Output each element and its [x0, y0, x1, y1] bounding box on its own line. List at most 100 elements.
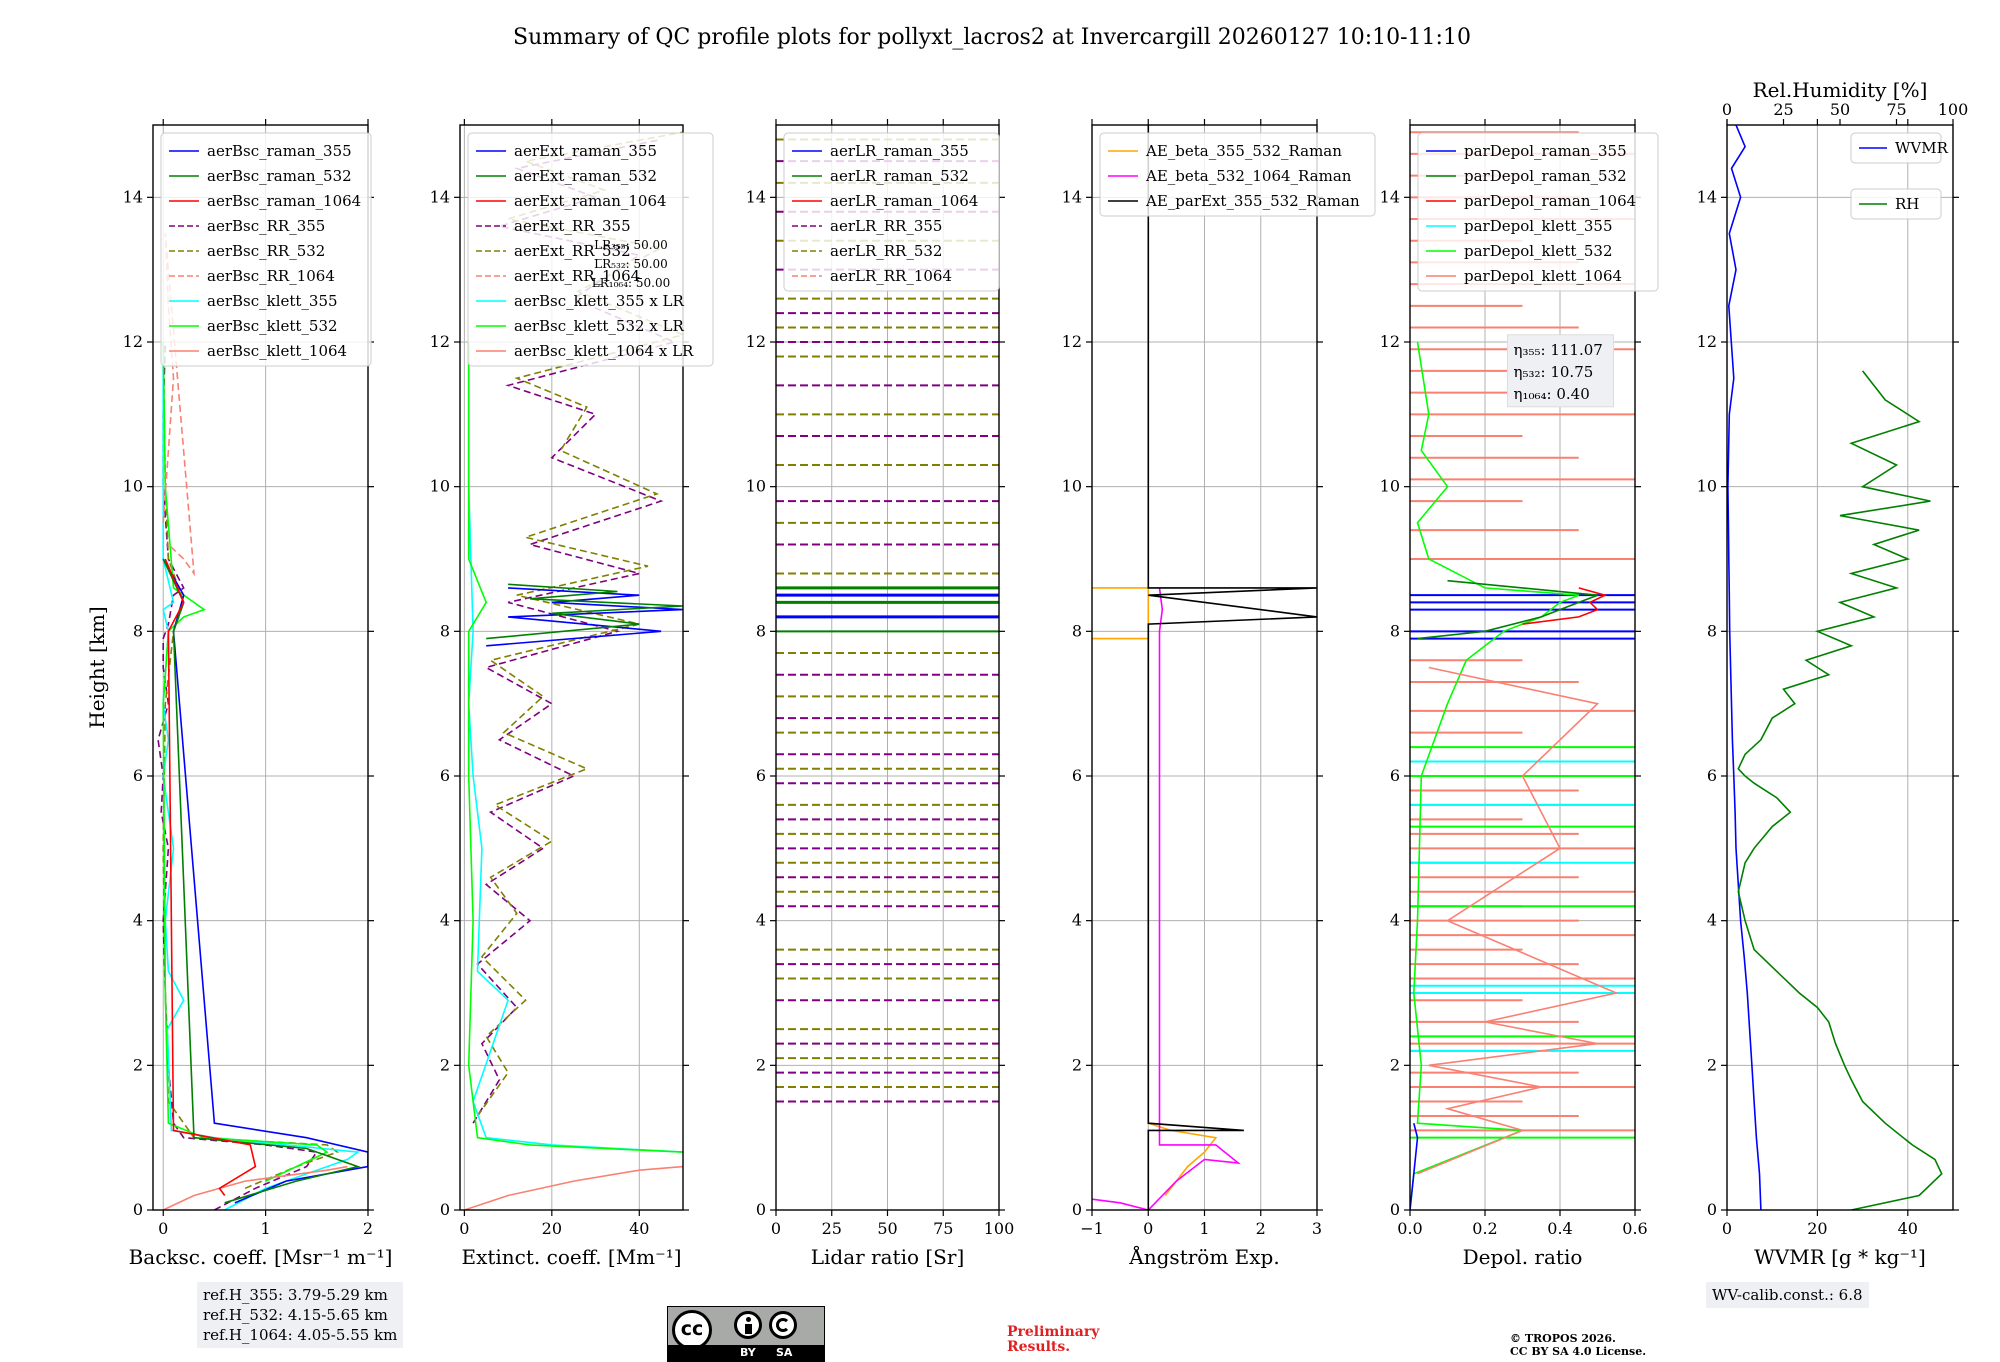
panel-depol: 0.0 0.2 0.4 0.6 0 2 4 6 8 10 12 14 Depol. ratio parDe… — [1380, 119, 1659, 1269]
legend-label: aerExt_raman_355 — [514, 142, 657, 160]
x-tick-label: 0 — [771, 1219, 781, 1238]
y-tick-label: 12 — [1062, 332, 1082, 351]
x-axis-label: Extinct. coeff. [Mm⁻¹] — [461, 1245, 681, 1269]
series-parDepol_klett_1064 — [1417, 666, 1619, 1175]
legend: aerExt_raman_355 aerExt_raman_532 aerExt_r… — [467, 132, 714, 367]
y-tick-label: 6 — [756, 766, 766, 785]
x-tick-label: 1 — [1199, 1219, 1209, 1238]
legend-label: RH — [1895, 195, 1919, 213]
legend-label: aerExt_RR_355 — [514, 217, 631, 235]
x-tick-label: 75 — [933, 1219, 953, 1238]
plot-area — [1410, 131, 1635, 1210]
legend-label: aerBsc_raman_532 — [207, 167, 352, 185]
y-tick-label: 10 — [1380, 477, 1400, 496]
x2-tick-label: 50 — [1830, 100, 1850, 119]
preliminary-line-2: Results. — [1007, 1339, 1071, 1355]
plot-area — [1092, 125, 1317, 1210]
y-tick-label: 0 — [440, 1200, 450, 1219]
axes-frame — [459, 124, 684, 1211]
y-tick-label: 8 — [1072, 621, 1082, 640]
legend-label: aerBsc_raman_1064 — [207, 192, 361, 210]
legend-frame — [1850, 188, 1942, 220]
y-tick-label: 6 — [1072, 766, 1082, 785]
y-tick-label: 0 — [133, 1200, 143, 1219]
series-aerBsc_klett_532 — [162, 341, 329, 1182]
eta-note-box: η₃₅₅: 111.07 η₅₃₂: 10.75 η₁₀₆₄: 0.40 — [1507, 334, 1614, 408]
legend-label: aerBsc_RR_1064 — [207, 267, 335, 285]
axes-frame — [1091, 124, 1318, 1211]
figure-title: Summary of QC profile plots for pollyxt_… — [513, 25, 1471, 50]
copyright-line-1: © TROPOS 2026. — [1510, 1332, 1616, 1345]
y-tick-label: 2 — [1072, 1055, 1082, 1074]
cc-license-badge: cc BY SA — [667, 1306, 825, 1362]
cc-by-label: BY — [740, 1346, 756, 1359]
x-tick-label: 0.0 — [1397, 1219, 1422, 1238]
wv-calib-box: WV-calib.const.: 6.8 — [1706, 1282, 1869, 1308]
legend-label: aerLR_raman_1064 — [830, 192, 978, 210]
plot-area — [1727, 125, 1943, 1210]
y-tick-label: 12 — [746, 332, 766, 351]
x-tick-label: 2 — [363, 1219, 373, 1238]
x-tick-label: 0 — [459, 1219, 469, 1238]
ref-height-355: ref.H_355: 3.79-5.29 km — [203, 1286, 388, 1304]
y-tick-label: 4 — [1072, 911, 1082, 930]
y-tick-label: 4 — [440, 911, 450, 930]
y-tick-label: 10 — [1062, 477, 1082, 496]
cc-icon: cc — [672, 1310, 712, 1350]
eta-note-frame — [1507, 334, 1614, 408]
series-RH — [1737, 370, 1943, 1210]
y-tick-label: 8 — [756, 621, 766, 640]
legend-label: aerBsc_klett_532 — [207, 317, 338, 335]
x-tick-label: 3 — [1312, 1219, 1322, 1238]
series-parDepol_raman_355 — [1410, 1123, 1419, 1210]
copyright-line-2: CC BY SA 4.0 License. — [1510, 1345, 1647, 1358]
copyright-note: © TROPOS 2026. CC BY SA 4.0 License. — [1510, 1332, 1646, 1358]
series-aerExt_raman_532 — [486, 583, 683, 640]
y-tick-label: 12 — [1380, 332, 1400, 351]
legend-label: aerLR_RR_532 — [830, 242, 942, 260]
y-tick-label: 14 — [1380, 187, 1400, 206]
ref-height-1064: ref.H_1064: 4.05-5.55 km — [203, 1326, 398, 1344]
y-tick-label: 6 — [440, 766, 450, 785]
y-tick-label: 10 — [123, 477, 143, 496]
legend: AE_beta_355_532_Raman AE_beta_532_1064_Ra… — [1099, 132, 1376, 217]
x-tick-label: −1 — [1080, 1219, 1104, 1238]
eta-note-2: η₁₀₆₄: 0.40 — [1514, 385, 1590, 403]
x-tick-label: 40 — [629, 1219, 649, 1238]
y-tick-label: 0 — [1707, 1200, 1717, 1219]
series-AE_beta_355_532_Raman — [1092, 587, 1218, 1196]
preliminary-note: Preliminary Results. — [1007, 1325, 1099, 1355]
legend-label: aerLR_raman_532 — [830, 167, 969, 185]
cc-badge-strip — [668, 1345, 824, 1361]
series-AE_beta_532_1064_Raman — [1092, 587, 1241, 1210]
legend: parDepol_raman_355 parDepol_raman_532 parD… — [1417, 132, 1659, 292]
x-tick-label: 25 — [822, 1219, 842, 1238]
legend-label: aerBsc_klett_355 x LR — [514, 292, 685, 310]
y-tick-label: 6 — [1707, 766, 1717, 785]
legend-label: WVMR — [1895, 139, 1949, 157]
legend-label: aerBsc_klett_355 — [207, 292, 338, 310]
y-tick-label: 0 — [1390, 1200, 1400, 1219]
y-tick-label: 6 — [133, 766, 143, 785]
x2-tick-label: 100 — [1938, 100, 1969, 119]
legend-label: parDepol_raman_532 — [1464, 167, 1627, 185]
legend-label: aerBsc_RR_532 — [207, 242, 325, 260]
legend-label: aerBsc_RR_355 — [207, 217, 325, 235]
y-tick-label: 0 — [756, 1200, 766, 1219]
legend: aerBsc_raman_355 aerBsc_raman_532 aerBsc_r… — [160, 132, 372, 367]
legend-label: aerLR_raman_355 — [830, 142, 969, 160]
y-tick-label: 14 — [430, 187, 450, 206]
y-tick-label: 14 — [1062, 187, 1082, 206]
y-tick-label: 2 — [756, 1055, 766, 1074]
legend-label: aerLR_RR_355 — [830, 217, 942, 235]
y-tick-label: 2 — [1707, 1055, 1717, 1074]
series-aerBsc_raman_532 — [162, 558, 361, 1204]
eta-note-1: η₅₃₂: 10.75 — [1514, 363, 1594, 381]
x-tick-label: 1 — [261, 1219, 271, 1238]
wv-calib-const: WV-calib.const.: 6.8 — [1712, 1286, 1863, 1304]
legend-label: aerBsc_klett_1064 — [207, 342, 347, 360]
panel-wv: 0 20 40 0 2 4 6 8 10 12 14 WVMR [g * kg⁻¹] 0 25 50 75 10… — [1697, 78, 1969, 1269]
series-aerExt_raman_355 — [486, 587, 683, 647]
